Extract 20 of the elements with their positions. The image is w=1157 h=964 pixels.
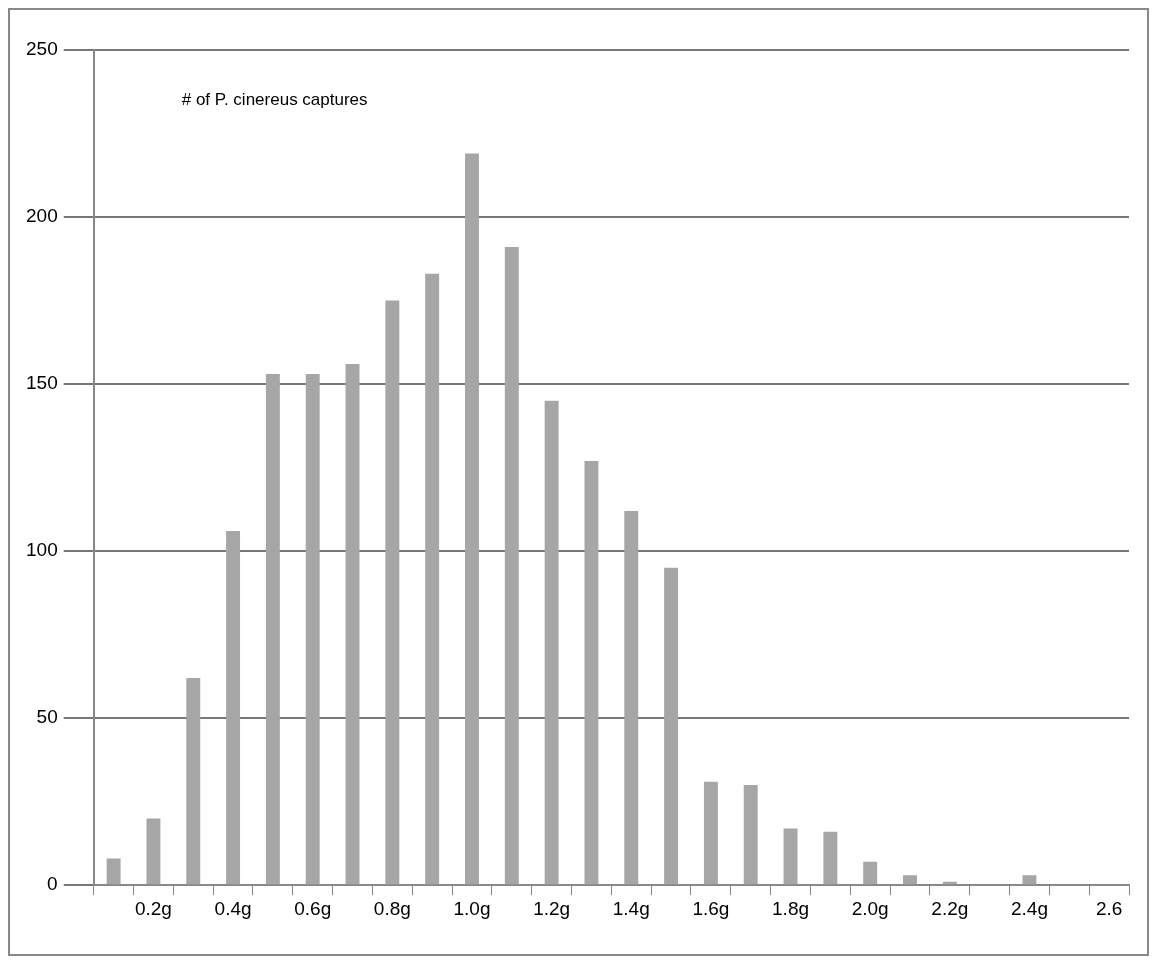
y-tick-label: 50 xyxy=(36,706,58,728)
x-tick-label: 2.4g xyxy=(1010,897,1048,919)
annotation: # of P. cinereus captures xyxy=(181,89,368,109)
x-tick-label: 2.2g xyxy=(931,897,969,919)
x-tick-label: 1.8g xyxy=(772,897,810,919)
x-tick-label: 0.4g xyxy=(214,897,252,919)
x-tick-label: 2.0g xyxy=(851,897,889,919)
y-tick-label: 100 xyxy=(26,539,58,561)
x-tick-label: 1.2g xyxy=(533,897,571,919)
y-tick-label: 250 xyxy=(26,38,58,60)
x-tick-label: 1.6g xyxy=(692,897,730,919)
x-tick-label: 0.8g xyxy=(373,897,411,919)
x-tick-label: 0.6g xyxy=(294,897,332,919)
x-tick-label: 1.0g xyxy=(453,897,491,919)
y-tick-label: 200 xyxy=(26,205,58,227)
y-tick-label: 0 xyxy=(47,873,58,895)
x-tick-label: 1.4g xyxy=(612,897,650,919)
x-tick-label: 2.6 xyxy=(1095,897,1123,919)
y-tick-label: 150 xyxy=(26,372,58,394)
x-tick-label: 0.2g xyxy=(134,897,172,919)
